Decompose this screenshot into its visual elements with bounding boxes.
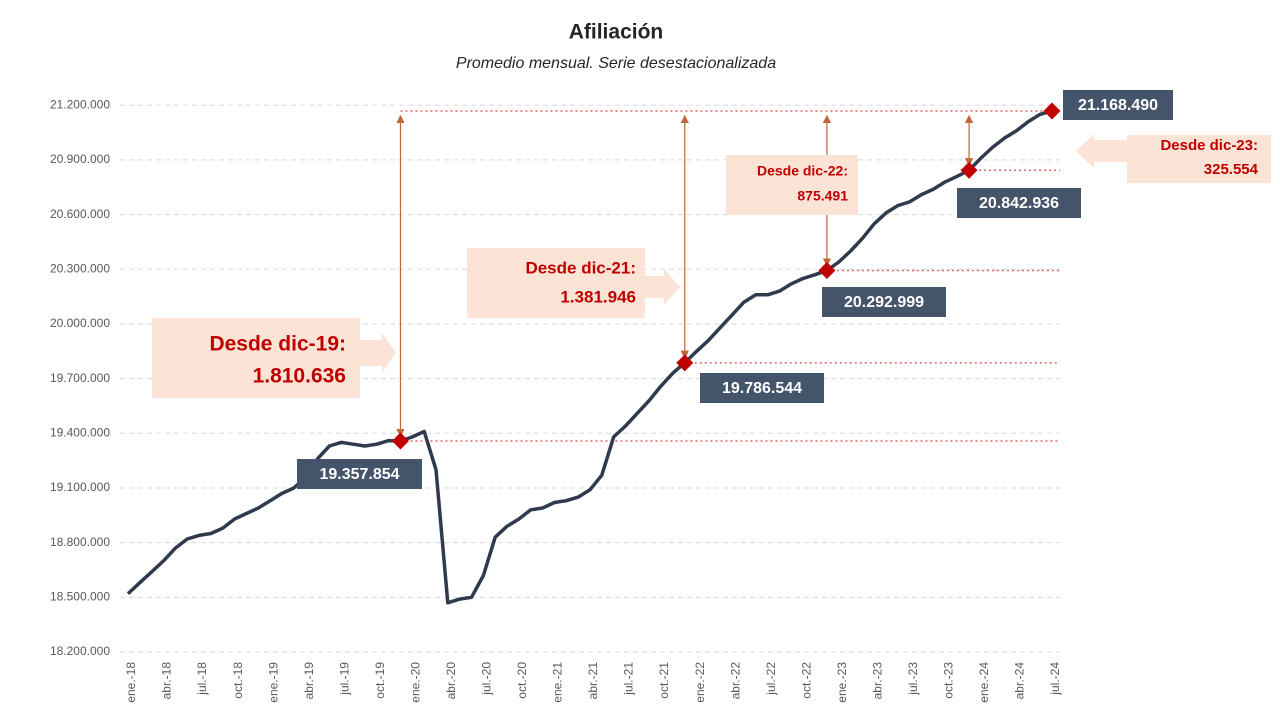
y-tick-label: 20.300.000 xyxy=(50,261,110,275)
x-tick-label: jul.-21 xyxy=(622,662,636,696)
x-tick-label: ene.-20 xyxy=(408,662,422,703)
x-tick-label: abr.-22 xyxy=(728,662,742,700)
x-tick-label: jul.-22 xyxy=(764,662,778,696)
annotation-text: 1.810.636 xyxy=(253,365,346,388)
chart-title: Afiliación xyxy=(569,21,664,44)
value-label-box xyxy=(822,287,946,317)
annotation-arrow xyxy=(645,269,680,305)
x-tick-label: abr.-19 xyxy=(302,662,316,700)
value-label: 21.168.490 xyxy=(1078,97,1158,114)
y-tick-label: 21.200.000 xyxy=(50,97,110,111)
x-tick-label: ene.-23 xyxy=(835,662,849,703)
y-tick-label: 19.700.000 xyxy=(50,371,110,385)
annotation-title: Desde dic-22: xyxy=(757,163,848,179)
annotation-title: Desde dic-23: xyxy=(1160,137,1258,154)
x-tick-label: abr.-18 xyxy=(160,662,174,700)
annotation-text: 1.381.946 xyxy=(560,287,636,306)
x-tick-label: oct.-23 xyxy=(942,662,956,699)
x-tick-label: jul.-24 xyxy=(1048,662,1062,696)
value-label: 19.357.854 xyxy=(319,466,399,483)
x-tick-label: abr.-20 xyxy=(444,662,458,700)
data-line xyxy=(126,109,1053,605)
annotation-box xyxy=(1127,135,1271,183)
y-tick-label: 19.100.000 xyxy=(50,480,110,494)
value-label-box xyxy=(957,188,1081,218)
x-tick-label: oct.-21 xyxy=(657,662,671,699)
x-tick-label: jul.-18 xyxy=(195,662,209,696)
value-label: 19.786.544 xyxy=(722,380,802,397)
annotation-text: 875.491 xyxy=(797,188,848,204)
x-tick-label: abr.-23 xyxy=(870,662,884,700)
data-marker xyxy=(818,262,836,280)
value-label-box xyxy=(297,459,422,489)
y-tick-label: 18.500.000 xyxy=(50,589,110,603)
x-tick-label: oct.-19 xyxy=(373,662,387,699)
x-tick-label: oct.-22 xyxy=(799,662,813,699)
data-marker xyxy=(676,354,694,372)
annotation-box xyxy=(152,318,360,398)
x-tick-label: abr.-21 xyxy=(586,662,600,700)
x-tick-label: ene.-21 xyxy=(551,662,565,703)
chart-subtitle: Promedio mensual. Serie desestacionaliza… xyxy=(456,55,776,72)
x-tick-label: oct.-18 xyxy=(231,662,245,699)
annotation-box xyxy=(467,248,645,318)
data-marker xyxy=(391,432,409,450)
value-label: 20.292.999 xyxy=(844,294,924,311)
x-tick-label: abr.-24 xyxy=(1013,662,1027,700)
y-tick-label: 20.900.000 xyxy=(50,152,110,166)
y-tick-label: 18.800.000 xyxy=(50,535,110,549)
data-marker xyxy=(960,161,978,179)
x-tick-label: ene.-24 xyxy=(977,662,991,703)
y-tick-label: 19.400.000 xyxy=(50,425,110,439)
annotation-title: Desde dic-21: xyxy=(525,258,636,277)
y-tick-label: 18.200.000 xyxy=(50,644,110,658)
annotation-box xyxy=(726,155,858,215)
value-label-box xyxy=(700,373,824,403)
annotation-arrow xyxy=(360,333,396,373)
annotation-text: 325.554 xyxy=(1204,161,1259,178)
x-tick-label: ene.-22 xyxy=(693,662,707,703)
x-tick-label: jul.-20 xyxy=(480,662,494,696)
x-tick-label: ene.-19 xyxy=(266,662,280,703)
y-tick-label: 20.600.000 xyxy=(50,207,110,221)
annotation-arrow xyxy=(1076,134,1127,168)
value-label-box xyxy=(1063,90,1173,120)
x-tick-label: oct.-20 xyxy=(515,662,529,699)
annotation-title: Desde dic-19: xyxy=(209,333,346,356)
y-tick-label: 20.000.000 xyxy=(50,316,110,330)
x-tick-label: ene.-18 xyxy=(124,662,138,703)
x-tick-label: jul.-23 xyxy=(906,662,920,696)
x-tick-label: jul.-19 xyxy=(337,662,351,696)
value-label: 20.842.936 xyxy=(979,195,1059,212)
